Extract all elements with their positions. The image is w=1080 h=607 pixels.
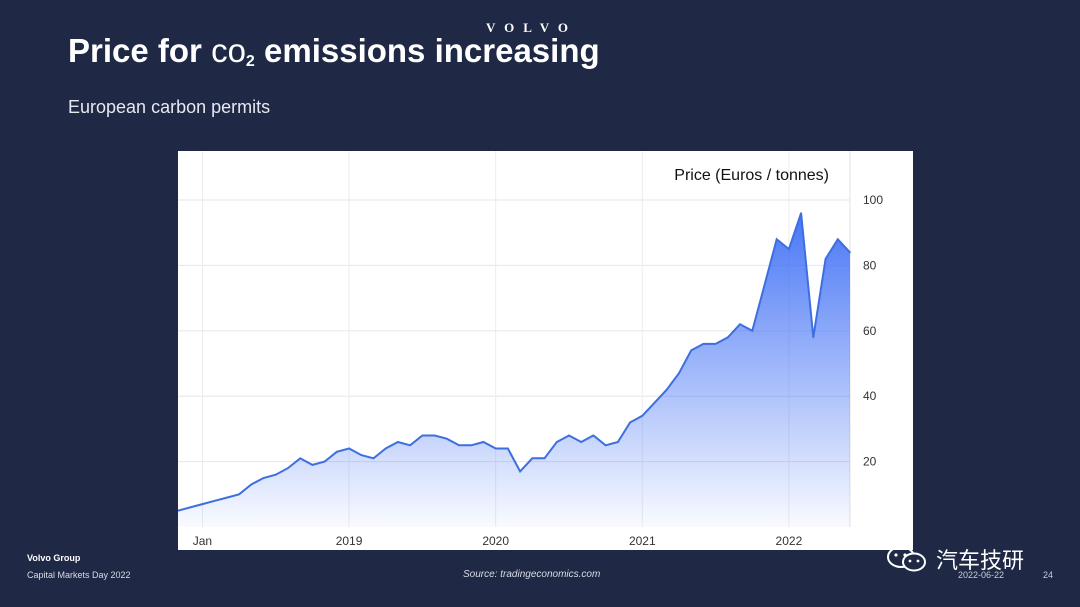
data-point: [800, 212, 802, 214]
y-tick-label: 100: [863, 193, 883, 207]
data-point: [274, 473, 277, 476]
data-point: [568, 434, 570, 437]
data-point: [714, 343, 717, 345]
data-point: [433, 434, 436, 437]
x-tick-label: 2020: [482, 534, 509, 548]
data-point: [531, 457, 534, 460]
data-point: [372, 457, 375, 460]
data-point: [409, 444, 411, 447]
data-point: [262, 477, 265, 479]
y-axis-label: Price (Euros / tonnes): [674, 167, 829, 184]
data-point: [702, 343, 705, 345]
data-point: [250, 483, 253, 486]
price-chart: 20 40 60 80 100 Jan 2019 2020 2021 2022 Price (Eu…: [178, 151, 884, 548]
co2-subscript: 2: [245, 53, 255, 70]
watermark-text: 汽车技研: [936, 549, 1025, 574]
data-point: [824, 258, 827, 260]
data-point: [348, 447, 350, 450]
data-point: [189, 506, 191, 509]
data-points: [178, 212, 851, 512]
data-point: [556, 441, 558, 443]
footer-org: Volvo Group: [27, 553, 81, 563]
data-point: [690, 349, 692, 352]
data-point: [287, 467, 289, 469]
y-tick-label: 20: [863, 455, 877, 469]
data-point: [788, 248, 790, 250]
series-line: [178, 212, 851, 512]
y-tick-label: 40: [863, 389, 877, 403]
data-point: [580, 441, 582, 443]
data-point: [470, 444, 473, 447]
data-point: [178, 509, 179, 512]
data-point: [653, 402, 656, 404]
data-point: [458, 444, 460, 447]
title-suffix: emissions increasing: [254, 32, 600, 69]
data-point: [812, 336, 815, 339]
data-point: [543, 457, 546, 460]
co2-formula: co2: [211, 32, 255, 70]
slide-date: 2022-06-22: [958, 570, 1005, 580]
slide-subtitle: European carbon permits: [68, 97, 271, 117]
data-point: [763, 284, 766, 286]
data-point: [629, 421, 631, 424]
axis-ticks: 20 40 60 80 100 Jan 2019 2020 2021 2022: [193, 193, 884, 548]
data-point: [311, 464, 314, 466]
co2-text: co: [211, 32, 246, 69]
x-tick-label: 2019: [336, 534, 363, 548]
wechat-icon: [887, 546, 926, 572]
data-point: [323, 460, 326, 463]
data-point: [507, 447, 509, 450]
data-point: [336, 451, 338, 453]
x-tick-label: 2021: [629, 534, 656, 548]
page-number: 24: [1043, 570, 1054, 580]
title-prefix: Price for: [68, 32, 212, 69]
data-point: [397, 441, 399, 443]
data-point: [665, 388, 668, 391]
slide-title: Price for co2 emissions increasing: [68, 32, 600, 71]
data-point: [837, 238, 839, 241]
data-point: [494, 447, 497, 450]
series-area: [178, 213, 850, 527]
data-point: [421, 434, 424, 437]
x-tick-label: 2022: [776, 534, 803, 548]
y-tick-label: 60: [863, 324, 877, 338]
data-point: [775, 238, 778, 241]
data-point: [678, 372, 680, 375]
y-tick-label: 80: [863, 258, 877, 272]
data-point: [617, 441, 619, 443]
chart-container: 20 40 60 80 100 Jan 2019 2020 2021 2022 Price (Eu…: [178, 151, 913, 550]
watermark: 汽车技研: [884, 543, 1024, 575]
data-point: [727, 336, 729, 339]
source-note: Source: tradingeconomics.com: [463, 569, 601, 580]
data-point: [213, 500, 216, 502]
data-point: [384, 447, 387, 450]
data-point: [604, 444, 607, 447]
volvo-logo: VOLVO: [486, 20, 577, 35]
footer-event: Capital Markets Day 2022: [27, 570, 131, 580]
data-point: [482, 441, 485, 443]
data-point: [446, 437, 448, 440]
data-point: [739, 323, 741, 326]
data-point: [592, 434, 595, 437]
data-point: [849, 251, 851, 254]
data-point: [226, 496, 228, 499]
data-point: [519, 470, 521, 473]
data-point: [360, 454, 363, 456]
data-point: [751, 330, 754, 332]
data-point: [641, 415, 644, 417]
data-point: [299, 457, 301, 460]
data-point: [201, 503, 204, 505]
x-tick-label: Jan: [193, 534, 212, 548]
data-point: [238, 493, 240, 496]
